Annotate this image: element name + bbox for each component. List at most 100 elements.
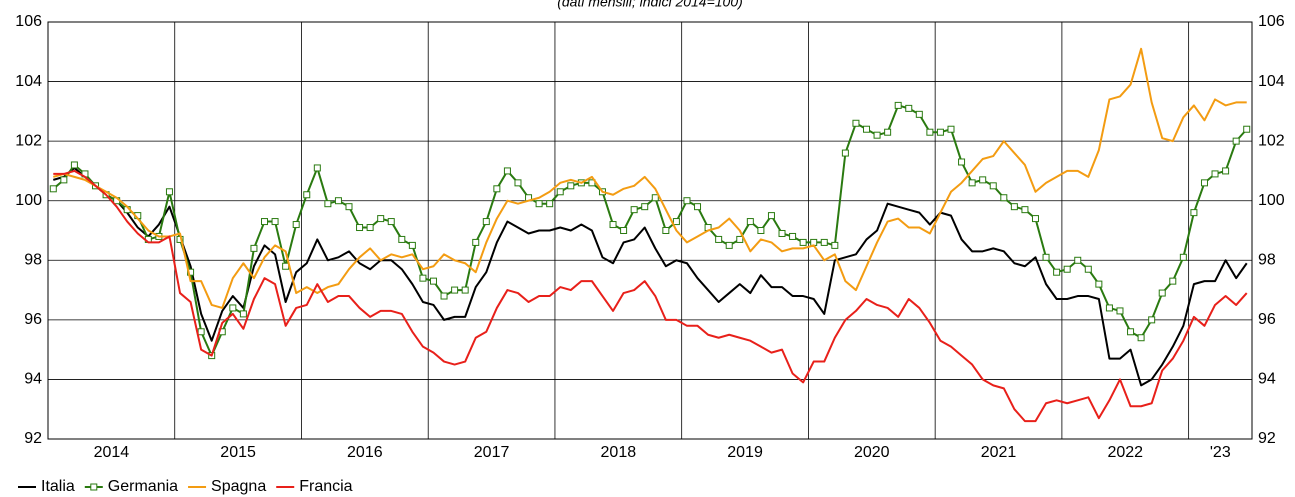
series-marker (1232, 137, 1240, 145)
series-marker (1179, 253, 1187, 261)
series-marker (746, 218, 754, 226)
series-marker (1190, 209, 1198, 217)
series-marker (1031, 215, 1039, 223)
series-marker (366, 224, 374, 232)
series-marker (789, 232, 797, 240)
x-tick-label: 2016 (347, 444, 383, 461)
series-marker (197, 328, 205, 336)
series-marker (282, 262, 290, 270)
y-tick-label: 94 (24, 371, 42, 388)
series-marker (662, 227, 670, 234)
series-marker (1053, 268, 1061, 276)
series-marker (567, 182, 575, 190)
series-marker (1222, 167, 1230, 175)
chart-subtitle: (dati mensili; indici 2014=100) (557, 0, 743, 10)
y2-tick-label: 94 (1258, 371, 1276, 388)
series-marker (377, 215, 385, 223)
series-marker (767, 212, 775, 220)
series-marker (863, 125, 871, 133)
series-marker (989, 182, 997, 190)
series-marker (334, 197, 342, 205)
series-marker (440, 292, 448, 300)
x-tick-label: 2022 (1107, 444, 1143, 461)
x-tick-label: 2021 (981, 444, 1017, 461)
series-marker (60, 176, 68, 184)
y2-tick-label: 106 (1258, 13, 1285, 30)
y-tick-label: 106 (15, 13, 42, 30)
series-marker (451, 286, 459, 294)
series-marker (683, 197, 691, 205)
legend-label: Italia (41, 478, 75, 495)
series-marker (1010, 203, 1018, 211)
series-marker (852, 119, 860, 127)
series-marker (873, 131, 881, 139)
series-marker (630, 206, 638, 214)
series-marker (799, 238, 807, 246)
series-marker (1042, 253, 1050, 261)
series-marker (979, 176, 987, 184)
y2-tick-label: 102 (1258, 132, 1285, 149)
y-tick-label: 104 (15, 73, 42, 90)
series-line (52, 104, 1248, 357)
series-marker (165, 188, 173, 196)
series-marker (1074, 256, 1082, 264)
series-marker (1063, 265, 1071, 273)
series-marker (947, 125, 955, 133)
series-marker (1243, 125, 1251, 133)
y2-tick-label: 100 (1258, 192, 1285, 209)
y-tick-label: 102 (15, 132, 42, 149)
series-marker (49, 185, 57, 193)
y-tick-label: 96 (24, 311, 42, 328)
series-marker (936, 128, 944, 136)
series-marker (303, 191, 311, 199)
series-marker (429, 277, 437, 285)
y-tick-label: 92 (24, 430, 42, 447)
y2-tick-label: 98 (1258, 252, 1276, 269)
series-marker (736, 235, 744, 243)
series-marker (757, 227, 765, 234)
series-marker (884, 128, 892, 136)
x-tick-label: '23 (1210, 444, 1231, 461)
series-marker (725, 241, 733, 249)
series-marker (387, 218, 395, 226)
series-marker (694, 203, 702, 211)
series-line (53, 166, 1248, 387)
series-marker (229, 304, 237, 312)
y2-tick-label: 92 (1258, 430, 1276, 447)
series-marker (271, 218, 279, 226)
y-tick-label: 98 (24, 252, 42, 269)
series-marker (1137, 334, 1145, 342)
series-marker (70, 161, 78, 169)
series-marker (841, 149, 849, 157)
series-marker (345, 203, 353, 211)
legend-label: Spagna (211, 478, 266, 495)
series-marker (1200, 179, 1208, 187)
x-tick-label: 2018 (601, 444, 637, 461)
plot-frame (47, 21, 1253, 440)
series-marker (1095, 280, 1103, 288)
legend-marker (90, 483, 98, 491)
series-marker (514, 179, 522, 187)
series-marker (1211, 170, 1219, 178)
series-marker (472, 238, 480, 246)
x-tick-label: 2015 (220, 444, 256, 461)
series-marker (1169, 277, 1177, 285)
series-marker (820, 238, 828, 246)
legend-label: Germania (108, 478, 178, 495)
series-marker (461, 286, 469, 294)
x-tick-label: 2020 (854, 444, 890, 461)
y-tick-label: 100 (15, 192, 42, 209)
series-marker (831, 241, 839, 249)
series-marker (715, 235, 723, 243)
series-marker (250, 244, 258, 252)
series-marker (915, 110, 923, 118)
series-marker (926, 128, 934, 136)
series-marker (503, 167, 511, 175)
series-marker (535, 200, 543, 208)
series-marker (493, 185, 501, 193)
series-marker (239, 310, 247, 318)
series-marker (905, 104, 913, 112)
series-marker (324, 200, 332, 208)
series-marker (609, 221, 617, 229)
